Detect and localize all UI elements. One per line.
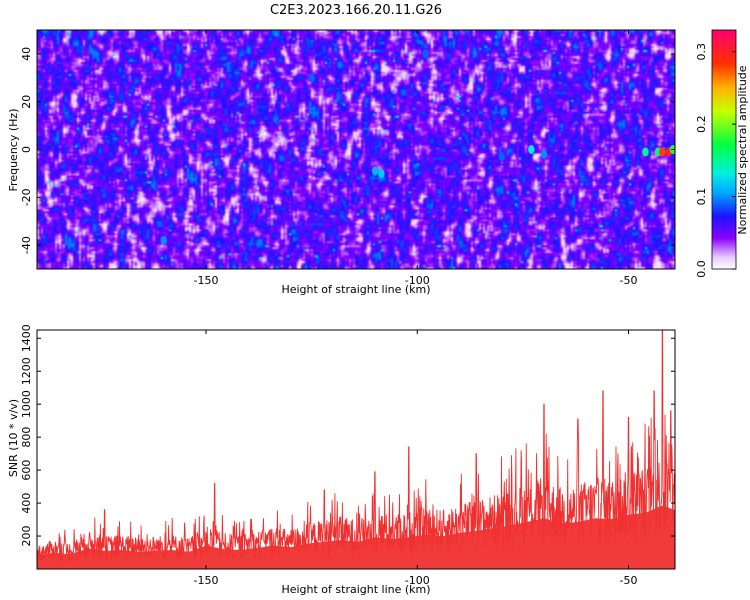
colorbar-gradient xyxy=(712,30,736,269)
colorbar: 0.0 0.1 0.2 0.3 Normalized spectral amplitu… xyxy=(695,29,749,278)
heatmap-blob xyxy=(498,152,505,162)
heatmap-blob xyxy=(118,92,125,102)
spectrogram-heatmap xyxy=(37,30,675,269)
y-tick-label: 20 xyxy=(20,95,33,109)
bottom-y-ticks: 200 400 600 800 1000 1200 1400 xyxy=(20,324,675,547)
y-tick-label: 0 xyxy=(20,146,33,153)
heatmap-blobs xyxy=(76,44,675,245)
colorbar-tick-label: 0.3 xyxy=(695,43,708,61)
x-tick-label: -150 xyxy=(194,274,219,287)
colorbar-tick-label: 0.2 xyxy=(695,115,708,133)
heatmap-blob xyxy=(642,147,649,157)
top-y-axis-label: Frequency (Hz) xyxy=(7,109,20,192)
colorbar-tick-label: 0.0 xyxy=(695,260,708,278)
y-tick-label: 400 xyxy=(20,493,33,514)
y-tick-label: 800 xyxy=(20,427,33,448)
colorbar-ticks: 0.0 0.1 0.2 0.3 xyxy=(695,43,736,278)
figure-title: C2E3.2023.166.20.11.G26 xyxy=(270,3,442,18)
x-tick-label: -50 xyxy=(620,574,638,587)
heatmap-blob xyxy=(422,49,429,59)
spectrogram-panel: -150 -100 -50 -40 -20 0 20 40 Height of straig… xyxy=(7,29,676,296)
y-tick-label: 1000 xyxy=(20,390,33,418)
snr-frame xyxy=(36,329,676,570)
snr-series-fill xyxy=(37,505,675,569)
bottom-x-ticks: -150 -100 -50 xyxy=(194,330,638,587)
top-x-ticks: -150 -100 -50 xyxy=(194,30,638,287)
heatmap-blob xyxy=(528,145,535,154)
top-x-axis-label: Height of straight line (km) xyxy=(281,283,430,296)
heatmap-blob xyxy=(160,235,167,245)
snr-panel: -150 -100 -50 200 400 600 800 1000 1200 1400 Hei… xyxy=(7,324,676,596)
heatmap-blob xyxy=(378,168,385,178)
y-tick-label: -20 xyxy=(20,188,33,206)
x-tick-label: -100 xyxy=(405,274,430,287)
colorbar-frame xyxy=(711,29,737,270)
snr-trace xyxy=(37,330,675,569)
y-tick-label: 40 xyxy=(20,47,33,61)
heatmap-blob xyxy=(540,149,548,159)
heatmap-blob xyxy=(659,147,666,157)
bottom-x-axis-label: Height of straight line (km) xyxy=(281,583,430,596)
bottom-y-axis-label: SNR (10 * v/v) xyxy=(7,399,20,477)
x-tick-label: -150 xyxy=(194,574,219,587)
y-tick-label: 200 xyxy=(20,526,33,547)
top-y-ticks: -40 -20 0 20 40 xyxy=(20,47,675,254)
colorbar-tick-label: 0.1 xyxy=(695,188,708,206)
x-tick-label: -50 xyxy=(620,274,638,287)
y-tick-label: 1400 xyxy=(20,324,33,352)
heatmap-blob xyxy=(371,166,379,176)
colorbar-label: Normalized spectral amplitude xyxy=(736,65,749,234)
x-tick-label: -100 xyxy=(405,574,430,587)
y-tick-label: -40 xyxy=(20,236,33,254)
y-tick-label: 1200 xyxy=(20,357,33,385)
y-tick-label: 600 xyxy=(20,460,33,481)
heatmap-blob xyxy=(308,73,315,83)
heatmap-blob xyxy=(76,44,83,54)
